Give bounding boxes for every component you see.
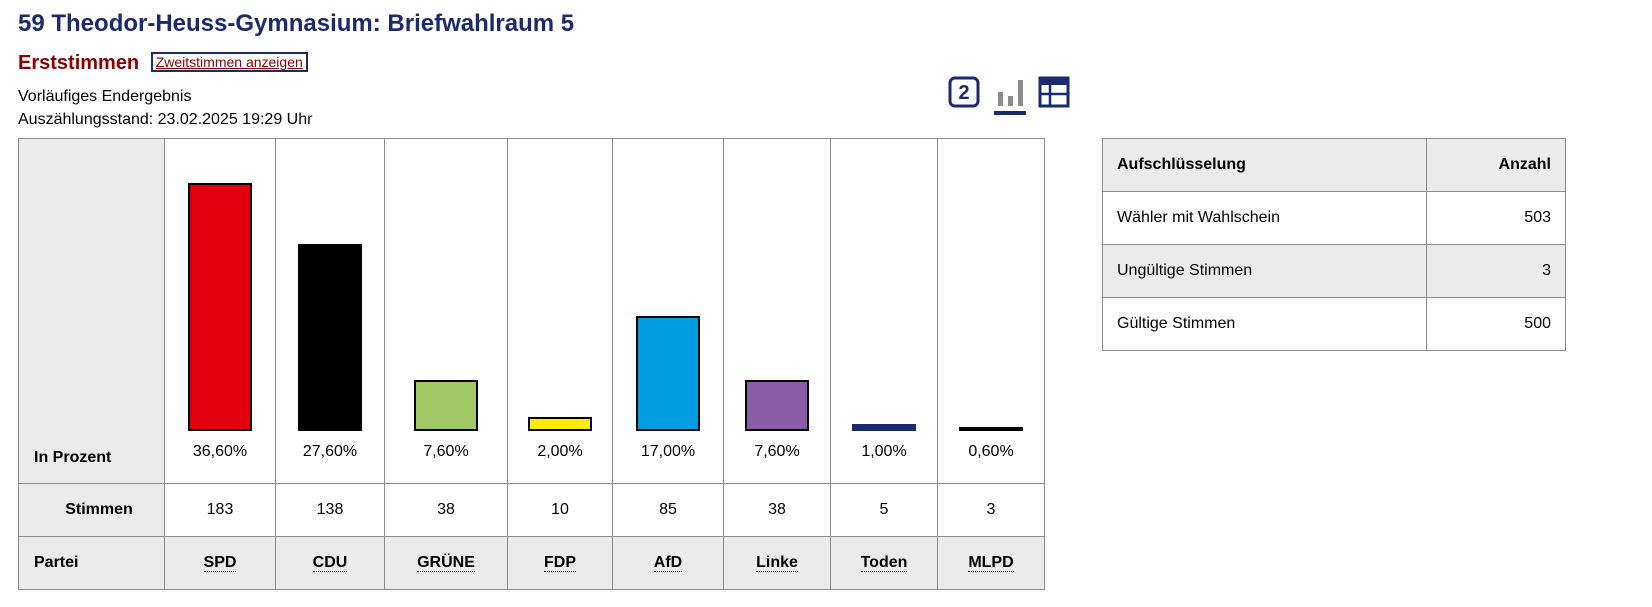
breakdown-row-value: 500 bbox=[1426, 297, 1566, 351]
breakdown-row-label: Gültige Stimmen bbox=[1102, 297, 1427, 351]
chart-bar bbox=[414, 380, 478, 431]
votes-cell: 138 bbox=[275, 483, 385, 537]
party-cell: AfD bbox=[612, 536, 724, 590]
breakdown-table: Aufschlüsselung Anzahl Wähler mit Wahlsc… bbox=[1102, 138, 1566, 351]
bar-value-label: 7,60% bbox=[423, 443, 469, 460]
party-name[interactable]: FDP bbox=[544, 554, 576, 572]
votes-cell: 85 bbox=[612, 483, 724, 537]
chart-bar bbox=[636, 316, 700, 431]
party-name[interactable]: MLPD bbox=[968, 554, 1014, 572]
party-cell: GRÜNE bbox=[384, 536, 508, 590]
votes-row-label: Stimmen bbox=[18, 483, 165, 537]
party-row-label: Partei bbox=[18, 536, 165, 590]
percent-chart-row: In Prozent 36,60% 27,60% 7,60% 2,00% 17,00% 7… bbox=[18, 138, 1045, 484]
party-name[interactable]: AfD bbox=[653, 554, 683, 572]
chart-column: 7,60% bbox=[384, 138, 508, 484]
breakdown-row-value: 3 bbox=[1426, 244, 1566, 298]
party-cell: Linke bbox=[723, 536, 831, 590]
page-title: 59 Theodor-Heuss-Gymnasium: Briefwahlrau… bbox=[18, 10, 575, 37]
breakdown-row: Ungültige Stimmen 3 bbox=[1102, 244, 1566, 298]
breakdown-row-value: 503 bbox=[1426, 191, 1566, 245]
party-name[interactable]: GRÜNE bbox=[417, 554, 475, 572]
chart-column: 27,60% bbox=[275, 138, 385, 484]
chart-bar bbox=[852, 424, 916, 431]
party-cell: FDP bbox=[507, 536, 613, 590]
party-row: Partei SPD CDU GRÜNE FDP AfD Linke Toden MLPD bbox=[18, 536, 1045, 590]
chart-bar bbox=[959, 427, 1023, 431]
bar-value-label: 1,00% bbox=[861, 443, 907, 460]
breakdown-header-label: Aufschlüsselung bbox=[1102, 138, 1427, 192]
party-name[interactable]: Linke bbox=[756, 554, 798, 572]
votes-cell: 183 bbox=[164, 483, 276, 537]
chart-column: 7,60% bbox=[723, 138, 831, 484]
votes-cell: 5 bbox=[830, 483, 938, 537]
number-2-icon[interactable]: 2 bbox=[948, 76, 980, 108]
breakdown-row-label: Ungültige Stimmen bbox=[1102, 244, 1427, 298]
bar-value-label: 2,00% bbox=[537, 443, 583, 460]
breakdown-row-label: Wähler mit Wahlschein bbox=[1102, 191, 1427, 245]
bar-value-label: 36,60% bbox=[192, 443, 248, 460]
votes-cell: 38 bbox=[723, 483, 831, 537]
party-cell: Toden bbox=[830, 536, 938, 590]
party-name[interactable]: SPD bbox=[203, 554, 237, 572]
bar-chart-icon[interactable] bbox=[994, 76, 1026, 108]
breakdown-header-row: Aufschlüsselung Anzahl bbox=[1102, 138, 1566, 192]
party-name[interactable]: CDU bbox=[312, 554, 348, 572]
table-icon[interactable] bbox=[1038, 76, 1070, 108]
party-cell: CDU bbox=[275, 536, 385, 590]
votes-cell: 38 bbox=[384, 483, 508, 537]
chart-bar bbox=[528, 417, 592, 431]
breakdown-row: Gültige Stimmen 500 bbox=[1102, 297, 1566, 351]
percent-row-label: In Prozent bbox=[18, 138, 165, 484]
party-name[interactable]: Toden bbox=[860, 554, 908, 572]
chart-column: 0,60% bbox=[937, 138, 1045, 484]
chart-bar bbox=[745, 380, 809, 431]
bar-value-label: 27,60% bbox=[302, 443, 358, 460]
status-block: Vorläufiges Endergebnis Auszählungsstand… bbox=[18, 85, 312, 131]
bar-value-label: 17,00% bbox=[640, 443, 696, 460]
chart-column: 17,00% bbox=[612, 138, 724, 484]
votes-cell: 10 bbox=[507, 483, 613, 537]
chart-bar bbox=[188, 183, 252, 431]
number-2-icon-text: 2 bbox=[958, 82, 969, 104]
result-status: Vorläufiges Endergebnis bbox=[18, 88, 192, 105]
breakdown-row: Wähler mit Wahlschein 503 bbox=[1102, 191, 1566, 245]
breakdown-header-count: Anzahl bbox=[1426, 138, 1566, 192]
party-cell: SPD bbox=[164, 536, 276, 590]
bar-value-label: 0,60% bbox=[968, 443, 1014, 460]
vote-type-label: Erststimmen bbox=[18, 52, 140, 74]
chart-column: 2,00% bbox=[507, 138, 613, 484]
votes-cell: 3 bbox=[937, 483, 1045, 537]
show-second-votes-link[interactable]: Zweitstimmen anzeigen bbox=[150, 52, 308, 72]
active-view-indicator bbox=[994, 111, 1026, 115]
chart-column: 1,00% bbox=[830, 138, 938, 484]
party-cell: MLPD bbox=[937, 536, 1045, 590]
chart-bar bbox=[298, 244, 362, 431]
chart-column: 36,60% bbox=[164, 138, 276, 484]
count-timestamp: Auszählungsstand: 23.02.2025 19:29 Uhr bbox=[18, 111, 313, 128]
vote-type-heading: Erststimmen Zweitstimmen anzeigen bbox=[18, 52, 308, 75]
votes-row: Stimmen 183 138 38 10 85 38 5 3 bbox=[18, 483, 1045, 537]
results-table: In Prozent 36,60% 27,60% 7,60% 2,00% 17,00% 7… bbox=[18, 138, 1045, 590]
bar-value-label: 7,60% bbox=[754, 443, 800, 460]
